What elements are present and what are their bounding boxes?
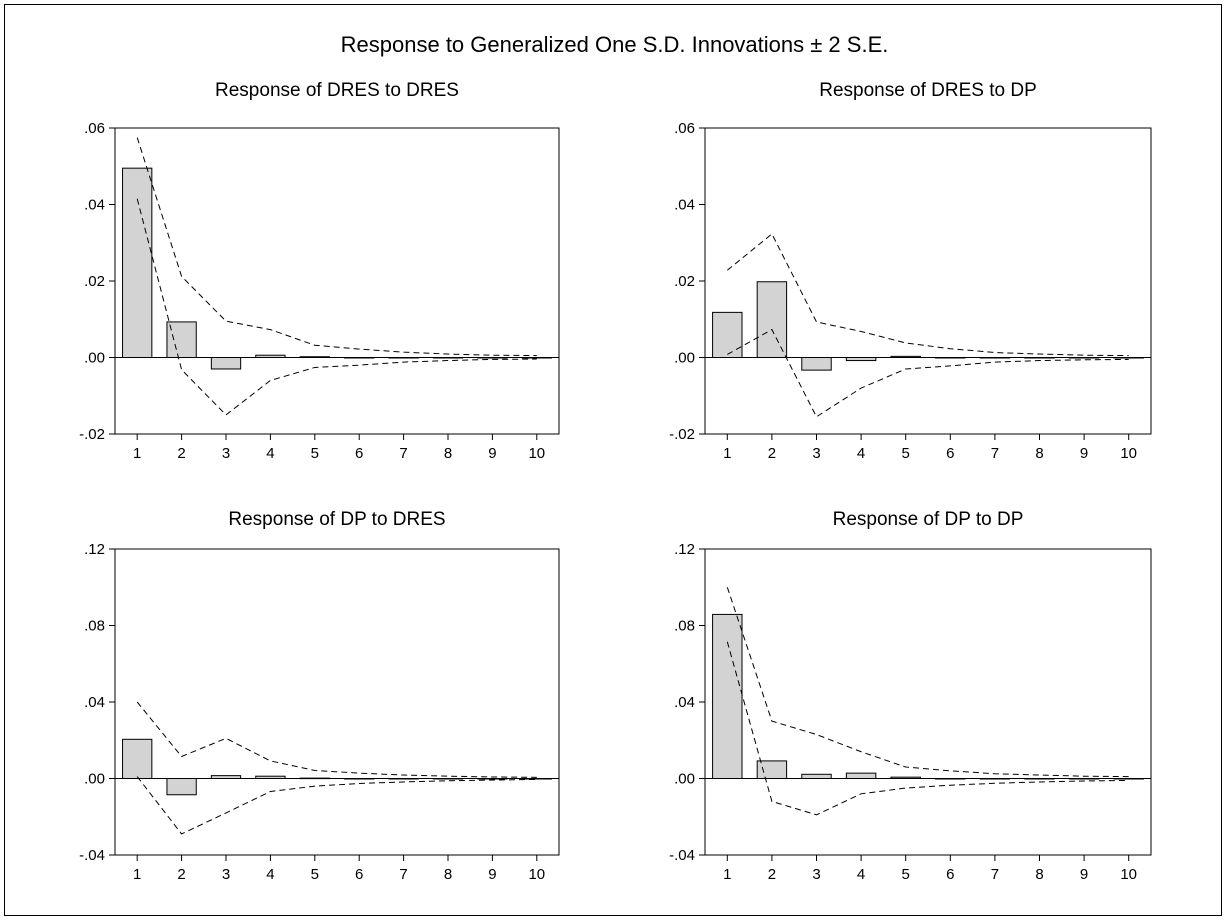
x-tick-label: 2 <box>768 866 776 883</box>
plot-frame <box>704 127 1152 435</box>
x-tick-label: 9 <box>488 866 496 883</box>
x-tick-label: 4 <box>266 445 274 462</box>
panel-title: Response of DP to DP <box>833 509 1024 530</box>
x-tick-label: 6 <box>946 445 954 462</box>
response-bar <box>166 778 197 796</box>
y-tick-label: .04 <box>84 694 105 711</box>
x-tick-label: 10 <box>528 445 545 462</box>
x-tick-label: 3 <box>812 866 820 883</box>
x-tick-label: 5 <box>311 445 319 462</box>
x-tick-label: 2 <box>177 866 185 883</box>
x-tick-label: 10 <box>1120 445 1137 462</box>
panel-1: Response of DRES to DRES .06 .04 .02 .00 -.02… <box>79 80 560 462</box>
x-tick-label: 3 <box>222 445 230 462</box>
x-tick-label: 6 <box>355 445 363 462</box>
panel-title: Response of DRES to DRES <box>215 80 459 101</box>
y-tick-label: .12 <box>84 541 105 558</box>
x-tick-label: 7 <box>991 445 999 462</box>
x-tick-label: 4 <box>857 445 865 462</box>
panel-title: Response of DRES to DP <box>819 80 1037 101</box>
y-tick-label: -.02 <box>669 426 695 443</box>
x-tick-label: 6 <box>946 866 954 883</box>
x-tick-label: 10 <box>528 866 545 883</box>
y-tick-label: .12 <box>674 541 695 558</box>
y-tick-label: .06 <box>674 120 695 137</box>
response-bar <box>756 760 788 780</box>
response-bar <box>712 311 743 358</box>
panel-title: Response of DP to DRES <box>228 509 445 530</box>
x-tick-label: 7 <box>399 866 407 883</box>
plot-frame <box>114 127 560 435</box>
x-tick-label: 7 <box>991 866 999 883</box>
lower-band-line <box>136 198 537 416</box>
x-tick-label: 7 <box>399 445 407 462</box>
response-bar <box>122 167 153 358</box>
lower-band-line <box>727 328 1129 418</box>
plot-frame <box>704 548 1152 856</box>
y-tick-label: .04 <box>674 694 695 711</box>
y-tick-label: .08 <box>674 618 695 635</box>
panel-2: Response of DRES to DP .06 .04 .02 .00 -.02 1 2… <box>669 80 1152 462</box>
x-tick-label: 9 <box>1080 866 1088 883</box>
upper-band-line <box>136 701 537 778</box>
y-tick-label: .04 <box>674 197 695 214</box>
x-tick-label: 9 <box>1080 445 1088 462</box>
x-tick-label: 3 <box>222 866 230 883</box>
x-tick-label: 1 <box>133 866 141 883</box>
x-tick-label: 3 <box>812 445 820 462</box>
response-bar <box>712 613 743 779</box>
figure-title: Response to Generalized One S.D. Innovat… <box>340 32 889 57</box>
x-tick-label: 8 <box>1035 445 1043 462</box>
response-bar <box>845 772 877 780</box>
panel-4: Response of DP to DP .12 .08 .04 .00 -.04 1 2 3 4… <box>669 509 1152 883</box>
lower-band-line <box>136 776 537 835</box>
upper-band-line <box>726 587 1129 778</box>
x-tick-label: 1 <box>133 445 141 462</box>
x-tick-label: 8 <box>1035 866 1043 883</box>
panel-3: Response of DP to DRES .12 .08 .04 .00 -.04 1 2… <box>79 509 560 883</box>
x-tick-label: 4 <box>857 866 865 883</box>
y-tick-label: .00 <box>84 771 105 788</box>
lower-band-line <box>726 641 1129 816</box>
y-tick-label: .04 <box>84 197 105 214</box>
response-bar <box>166 321 197 358</box>
response-bar <box>122 738 153 780</box>
y-tick-label: .00 <box>674 771 695 788</box>
x-tick-label: 2 <box>768 445 776 462</box>
y-tick-label: -.04 <box>669 847 695 864</box>
y-tick-label: -.04 <box>79 847 105 864</box>
x-tick-label: 1 <box>723 445 731 462</box>
y-tick-label: .00 <box>674 350 695 367</box>
x-tick-label: 5 <box>902 866 910 883</box>
response-bar <box>210 357 242 370</box>
response-bar <box>756 281 788 359</box>
x-tick-label: 5 <box>902 445 910 462</box>
plot-frame <box>114 548 560 856</box>
x-tick-label: 2 <box>177 445 185 462</box>
response-bar <box>801 357 832 371</box>
response-bar <box>801 773 832 779</box>
y-tick-label: .08 <box>84 618 105 635</box>
x-tick-label: 8 <box>444 445 452 462</box>
figure-frame <box>4 4 1222 916</box>
x-tick-label: 6 <box>355 866 363 883</box>
y-tick-label: .02 <box>674 273 695 290</box>
x-tick-label: 9 <box>488 445 496 462</box>
x-tick-label: 8 <box>444 866 452 883</box>
y-tick-label: -.02 <box>79 426 105 443</box>
x-tick-label: 1 <box>723 866 731 883</box>
x-tick-label: 4 <box>266 866 274 883</box>
upper-band-line <box>726 233 1129 357</box>
x-tick-label: 10 <box>1120 866 1137 883</box>
x-tick-label: 5 <box>311 866 319 883</box>
y-tick-label: .02 <box>84 273 105 290</box>
y-tick-label: .00 <box>84 350 105 367</box>
y-tick-label: .06 <box>84 120 105 137</box>
upper-band-line <box>136 137 537 357</box>
